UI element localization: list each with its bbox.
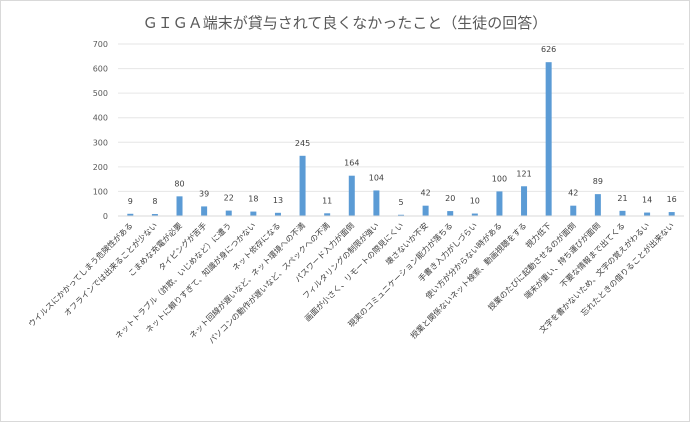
- bar: [545, 62, 552, 216]
- bar: [250, 211, 257, 216]
- category-label: ネットトラブル（詐欺、いじめなど）に遭う: [113, 220, 233, 340]
- category-label: 壊さないか不安: [383, 220, 430, 267]
- bar: [348, 175, 355, 216]
- bar: [496, 191, 503, 216]
- bar: [521, 186, 528, 216]
- data-label: 8: [152, 197, 157, 206]
- category-label: ネット回線が遅いなど、ネット環境への不満: [187, 220, 307, 340]
- data-labels: 9 8 80 39 22 18 13 245 11 164 104 5 42 20 10 100 121 626 4…: [128, 45, 677, 207]
- data-label: 80: [174, 179, 184, 188]
- data-label: 39: [199, 189, 209, 198]
- bar: [274, 212, 281, 216]
- data-label: 164: [344, 159, 359, 168]
- data-label: 14: [642, 196, 652, 205]
- data-label: 10: [470, 197, 480, 206]
- data-label: 22: [224, 194, 234, 203]
- bars: [127, 62, 675, 216]
- data-label: 245: [295, 139, 310, 148]
- y-tick-label: 200: [93, 163, 108, 172]
- bar: [570, 205, 577, 216]
- data-label: 42: [421, 189, 431, 198]
- data-label: 42: [568, 189, 578, 198]
- y-tick-label: 0: [103, 212, 108, 221]
- bar: [225, 210, 232, 216]
- data-label: 11: [322, 196, 332, 205]
- data-label: 18: [248, 195, 258, 204]
- chart-title: ＧＩＧＡ端末が貸与されて良くなかったこと（生徒の回答）: [143, 14, 548, 32]
- data-label: 104: [369, 173, 384, 182]
- data-label: 9: [128, 197, 133, 206]
- data-label: 121: [516, 169, 531, 178]
- data-label: 21: [617, 194, 627, 203]
- bar: [668, 212, 675, 216]
- data-label: 20: [445, 194, 455, 203]
- category-label: ウイルスにかかってしまう危険性がある: [26, 220, 135, 329]
- data-label: 626: [541, 45, 556, 54]
- bar: [398, 214, 404, 216]
- bar: [176, 196, 183, 216]
- bar: [644, 212, 651, 216]
- data-label: 5: [398, 198, 403, 207]
- x-axis-category-labels: ウイルスにかかってしまう危険性があるオフラインでは出来ることが少ないこまめな充電…: [26, 220, 676, 345]
- bar: [373, 190, 380, 216]
- y-tick-label: 600: [93, 65, 108, 74]
- category-label: 授業と関係ないネット検索、動画視聴をする: [408, 220, 528, 340]
- data-label: 13: [273, 196, 283, 205]
- bar: [447, 211, 454, 216]
- data-label: 100: [492, 174, 507, 183]
- bar: [324, 213, 331, 216]
- bar: [422, 205, 429, 216]
- data-label: 16: [667, 195, 677, 204]
- gridlines: [118, 43, 684, 192]
- bar: [471, 213, 478, 216]
- y-tick-label: 100: [93, 187, 108, 196]
- y-axis-tick-labels: 0 100 200 300 400 500 600 700: [93, 40, 108, 221]
- y-tick-label: 700: [93, 40, 108, 49]
- data-label: 89: [593, 177, 603, 186]
- y-tick-label: 300: [93, 138, 108, 147]
- y-tick-label: 400: [93, 114, 108, 123]
- bar: [299, 155, 306, 216]
- category-label: 授業のたびに起動させるのが面倒: [486, 220, 578, 312]
- bar: [151, 214, 158, 216]
- bar: [201, 206, 208, 216]
- bar: [619, 210, 626, 216]
- bar: [594, 194, 601, 216]
- bar: [127, 213, 134, 216]
- y-tick-label: 500: [93, 89, 108, 98]
